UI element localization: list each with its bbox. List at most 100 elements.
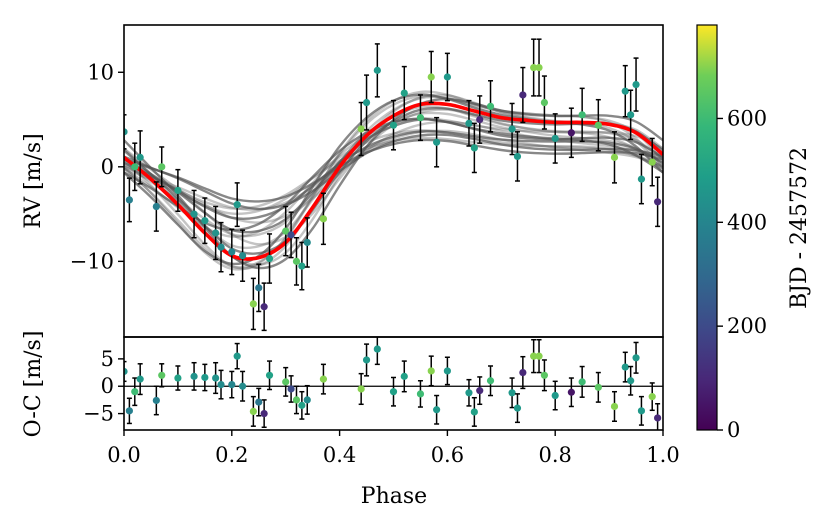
data-point <box>233 182 241 228</box>
point-marker <box>567 129 575 137</box>
data-point <box>470 122 478 174</box>
point-marker <box>201 373 209 382</box>
point-marker <box>238 252 247 260</box>
point-marker <box>427 73 435 81</box>
point-marker <box>303 396 311 404</box>
colorbar-tick-label: 400 <box>727 210 767 234</box>
data-point <box>255 387 263 417</box>
x-tick-label: 0.4 <box>323 443 356 467</box>
point-marker <box>260 409 268 418</box>
data-point <box>158 146 166 188</box>
data-point <box>513 131 522 182</box>
y-tick-label: 0 <box>101 374 114 398</box>
point-marker <box>654 198 662 206</box>
data-point <box>433 116 441 168</box>
data-point <box>540 359 549 392</box>
data-point <box>519 66 527 124</box>
data-point <box>465 378 473 407</box>
point-marker <box>610 402 619 411</box>
colorbar: 0 200 400 600 BJD - 2457572 <box>696 24 812 442</box>
point-marker <box>535 352 543 360</box>
point-marker <box>212 229 220 237</box>
data-point <box>508 377 516 409</box>
data-point <box>594 98 602 152</box>
point-marker <box>282 227 290 235</box>
point-marker <box>476 115 484 124</box>
point-marker <box>621 87 629 95</box>
data-point <box>627 365 635 396</box>
point-marker <box>174 186 182 195</box>
point-marker <box>373 66 381 74</box>
point-marker <box>125 407 133 415</box>
point-marker <box>443 367 451 375</box>
data-point <box>152 181 160 232</box>
data-point <box>389 376 398 407</box>
data-point <box>567 107 575 159</box>
data-point <box>535 338 543 374</box>
point-marker <box>594 383 602 391</box>
point-marker <box>621 363 629 371</box>
data-point <box>621 64 629 118</box>
point-marker <box>416 390 425 398</box>
point-marker <box>427 367 435 375</box>
point-marker <box>152 202 160 211</box>
point-marker <box>255 284 263 292</box>
point-marker <box>486 377 495 385</box>
data-point <box>476 376 484 406</box>
point-marker <box>530 63 538 72</box>
data-point <box>298 241 306 291</box>
point-marker <box>190 372 198 380</box>
point-marker <box>610 153 619 161</box>
data-point <box>476 95 484 144</box>
data-point <box>416 94 425 142</box>
x-axis-label: Phase <box>361 484 427 509</box>
data-point <box>373 43 381 98</box>
y-tick-label: −10 <box>70 249 114 273</box>
y-tick-label: 0 <box>101 155 114 179</box>
point-marker <box>594 121 602 129</box>
data-point <box>201 363 209 392</box>
data-point <box>400 360 408 393</box>
data-point <box>648 137 656 187</box>
data-point <box>443 356 451 386</box>
data-point <box>637 153 646 205</box>
data-point <box>433 394 441 425</box>
top-data-points <box>124 38 662 332</box>
data-point <box>400 65 408 121</box>
data-point <box>551 380 559 411</box>
data-point <box>287 211 295 259</box>
point-marker <box>131 388 139 396</box>
point-marker <box>319 215 328 223</box>
data-point <box>265 360 274 391</box>
data-point <box>551 113 559 164</box>
top-y-axis-label: RV [m/s] <box>21 133 46 228</box>
point-marker <box>362 356 371 364</box>
data-point <box>530 38 538 97</box>
data-point <box>530 338 538 374</box>
point-marker <box>632 80 640 89</box>
point-marker <box>233 201 241 209</box>
point-marker <box>373 345 381 353</box>
point-marker <box>465 119 473 127</box>
y-tick-label: 10 <box>87 60 114 84</box>
data-point <box>158 363 166 388</box>
data-point <box>303 217 311 268</box>
data-point <box>637 395 646 426</box>
data-point <box>578 365 586 398</box>
point-marker <box>578 378 586 386</box>
point-marker <box>486 102 495 110</box>
point-marker <box>158 163 166 171</box>
point-marker <box>637 175 646 183</box>
point-marker <box>513 152 522 161</box>
point-marker <box>124 367 128 376</box>
data-point <box>357 101 365 157</box>
data-point <box>265 233 274 284</box>
point-marker <box>212 374 220 382</box>
point-marker <box>535 63 543 72</box>
colorbar-tick-label: 0 <box>727 418 740 442</box>
data-point <box>427 355 435 387</box>
data-point <box>136 363 144 396</box>
point-marker <box>470 144 478 152</box>
data-point <box>131 377 139 407</box>
data-point <box>632 341 640 374</box>
